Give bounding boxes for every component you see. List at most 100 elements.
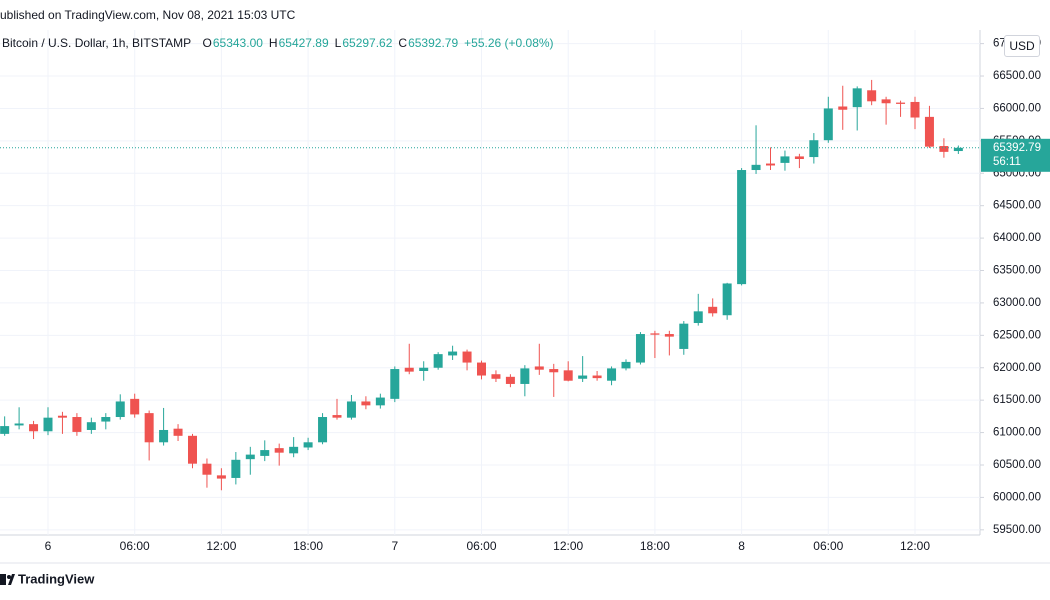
countdown: 56:11 bbox=[993, 156, 1021, 168]
x-tick-label: 12:00 bbox=[553, 539, 583, 553]
currency-button[interactable]: USD bbox=[1004, 35, 1040, 57]
published-note: ublished on TradingView.com, Nov 08, 202… bbox=[0, 8, 296, 22]
candle-body bbox=[607, 368, 617, 381]
candle-body bbox=[823, 108, 833, 141]
last-price-box bbox=[981, 138, 1050, 172]
candle-body bbox=[924, 116, 934, 147]
candle-body bbox=[303, 442, 313, 448]
y-tick-label: 64500.00 bbox=[993, 200, 1041, 212]
candle-body bbox=[780, 156, 790, 163]
y-tick-label: 66500.00 bbox=[993, 70, 1041, 82]
candle-body bbox=[910, 101, 920, 118]
y-tick-label: 66000.00 bbox=[993, 102, 1041, 114]
x-tick-label: 18:00 bbox=[293, 539, 323, 553]
candle-body bbox=[534, 366, 544, 370]
candle-body bbox=[693, 311, 703, 324]
candle-body bbox=[86, 422, 96, 430]
y-tick-label: 62500.00 bbox=[993, 329, 1041, 341]
logo-part bbox=[7, 575, 11, 579]
candle-body bbox=[173, 428, 183, 436]
candle-body bbox=[852, 88, 862, 108]
x-tick-label: 06:00 bbox=[120, 539, 150, 553]
x-tick-label: 6 bbox=[45, 539, 52, 553]
logo-part bbox=[8, 574, 15, 585]
candle-body bbox=[563, 370, 573, 381]
brand-logo bbox=[0, 574, 15, 585]
candle-body bbox=[231, 459, 241, 478]
candle-body bbox=[188, 435, 197, 464]
x-tick-label: 18:00 bbox=[640, 539, 670, 553]
x-tick-label: 12:00 bbox=[206, 539, 236, 553]
candle-body bbox=[462, 351, 472, 363]
candle-body bbox=[896, 102, 906, 104]
candle-body bbox=[477, 362, 486, 376]
y-tick-label: 63500.00 bbox=[993, 265, 1041, 277]
candle-body bbox=[216, 475, 226, 479]
candle-body bbox=[794, 156, 804, 160]
ohlc-value: 65343.00 bbox=[212, 36, 263, 50]
ohlc-key: H bbox=[268, 36, 278, 50]
candle-body bbox=[433, 354, 443, 368]
candle-body bbox=[144, 413, 154, 443]
candle-body bbox=[332, 415, 342, 418]
candle-body bbox=[664, 334, 674, 337]
candle-body bbox=[375, 397, 385, 406]
x-tick-label: 8 bbox=[738, 539, 745, 553]
candle-body bbox=[881, 99, 891, 104]
candle-body bbox=[491, 374, 501, 379]
candle-body bbox=[751, 164, 761, 171]
ohlc-value: 65392.79 bbox=[408, 36, 459, 50]
y-tick-label: 64000.00 bbox=[993, 232, 1041, 244]
candle-body bbox=[953, 147, 963, 152]
symbol: Bitcoin / U.S. Dollar, 1h, BITSTAMP bbox=[2, 36, 192, 50]
ohlc-key: L bbox=[334, 36, 342, 50]
ohlc-key: O bbox=[202, 36, 212, 50]
ohlc-value: 65297.62 bbox=[342, 36, 393, 50]
ohlc-value: 65427.89 bbox=[278, 36, 329, 50]
candle-body bbox=[115, 401, 125, 418]
y-tick-label: 61000.00 bbox=[993, 427, 1041, 439]
candle-body bbox=[578, 375, 588, 379]
candle-body bbox=[43, 417, 53, 432]
symbol-legend: Bitcoin / U.S. Dollar, 1h, BITSTAMP O653… bbox=[2, 36, 560, 50]
candle-body bbox=[72, 417, 82, 432]
candle-body bbox=[867, 90, 877, 102]
candle-body bbox=[448, 351, 458, 356]
candle-body bbox=[635, 334, 645, 363]
candle-body bbox=[29, 424, 39, 432]
y-tick-label: 60500.00 bbox=[993, 459, 1041, 471]
candle-body bbox=[390, 369, 400, 399]
candle-body bbox=[404, 367, 414, 372]
x-tick-label: 7 bbox=[391, 539, 398, 553]
x-tick-label: 06:00 bbox=[813, 539, 843, 553]
y-tick-label: 60000.00 bbox=[993, 491, 1041, 503]
candle-body bbox=[361, 401, 371, 406]
ohlc-key: C bbox=[398, 36, 408, 50]
candle-body bbox=[737, 170, 747, 285]
logo-part bbox=[0, 574, 6, 585]
last-price-label: 65392.79 bbox=[993, 142, 1041, 154]
candle-body bbox=[939, 146, 949, 152]
candle-body bbox=[621, 361, 631, 369]
candle-body bbox=[274, 448, 284, 453]
candle-body bbox=[202, 463, 212, 475]
candle-body bbox=[0, 426, 10, 434]
y-tick-label: 62000.00 bbox=[993, 362, 1041, 374]
candle-body bbox=[809, 140, 819, 158]
change: +55.26 (+0.08%) bbox=[464, 36, 554, 50]
candle-body bbox=[130, 398, 140, 415]
candle-body bbox=[505, 376, 515, 384]
candle-body bbox=[346, 401, 356, 418]
candle-body bbox=[520, 368, 530, 384]
candle-body bbox=[318, 417, 328, 443]
y-tick-label: 61500.00 bbox=[993, 394, 1041, 406]
candle-body bbox=[838, 106, 848, 110]
candle-body bbox=[679, 323, 689, 349]
x-tick-label: 06:00 bbox=[466, 539, 496, 553]
candle-body bbox=[159, 429, 169, 443]
candle-body bbox=[260, 450, 270, 456]
candle-body bbox=[14, 423, 24, 426]
candle-body bbox=[245, 454, 255, 460]
